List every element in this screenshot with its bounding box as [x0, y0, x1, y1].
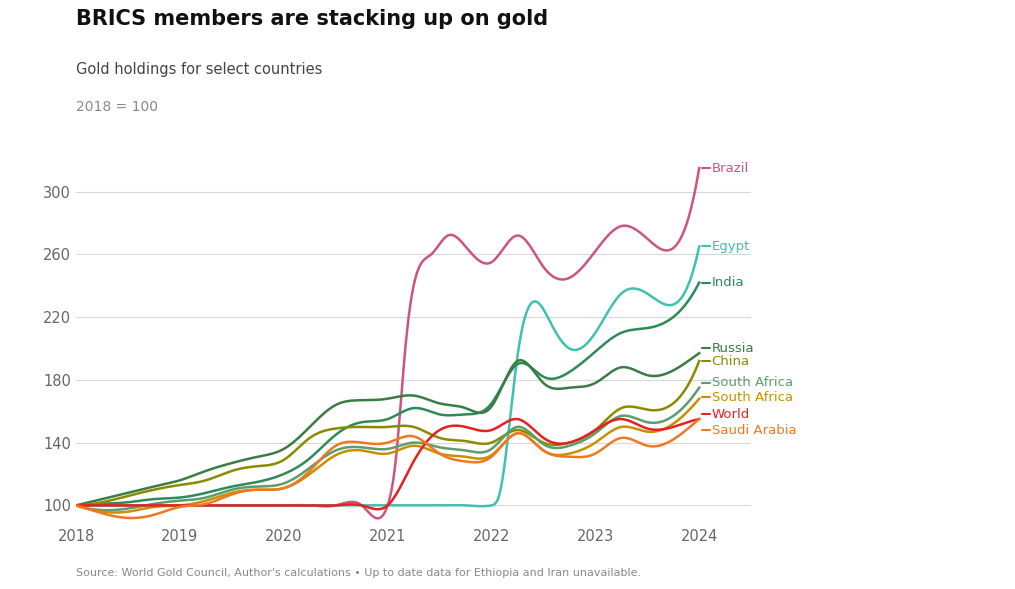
Text: 2018 = 100: 2018 = 100 — [76, 100, 158, 114]
Text: Egypt: Egypt — [712, 240, 750, 253]
Text: Gold holdings for select countries: Gold holdings for select countries — [76, 62, 323, 77]
Text: BRICS members are stacking up on gold: BRICS members are stacking up on gold — [76, 9, 548, 29]
Text: Brazil: Brazil — [712, 161, 749, 174]
Text: Russia: Russia — [712, 342, 754, 355]
Text: South Africa: South Africa — [712, 391, 793, 403]
Text: India: India — [712, 276, 744, 289]
Text: World: World — [712, 408, 750, 421]
Text: Source: World Gold Council, Author's calculations • Up to date data for Ethiopia: Source: World Gold Council, Author's cal… — [76, 568, 641, 578]
Text: Saudi Arabia: Saudi Arabia — [712, 423, 796, 436]
Text: China: China — [712, 355, 750, 368]
Text: South Africa: South Africa — [712, 376, 793, 389]
